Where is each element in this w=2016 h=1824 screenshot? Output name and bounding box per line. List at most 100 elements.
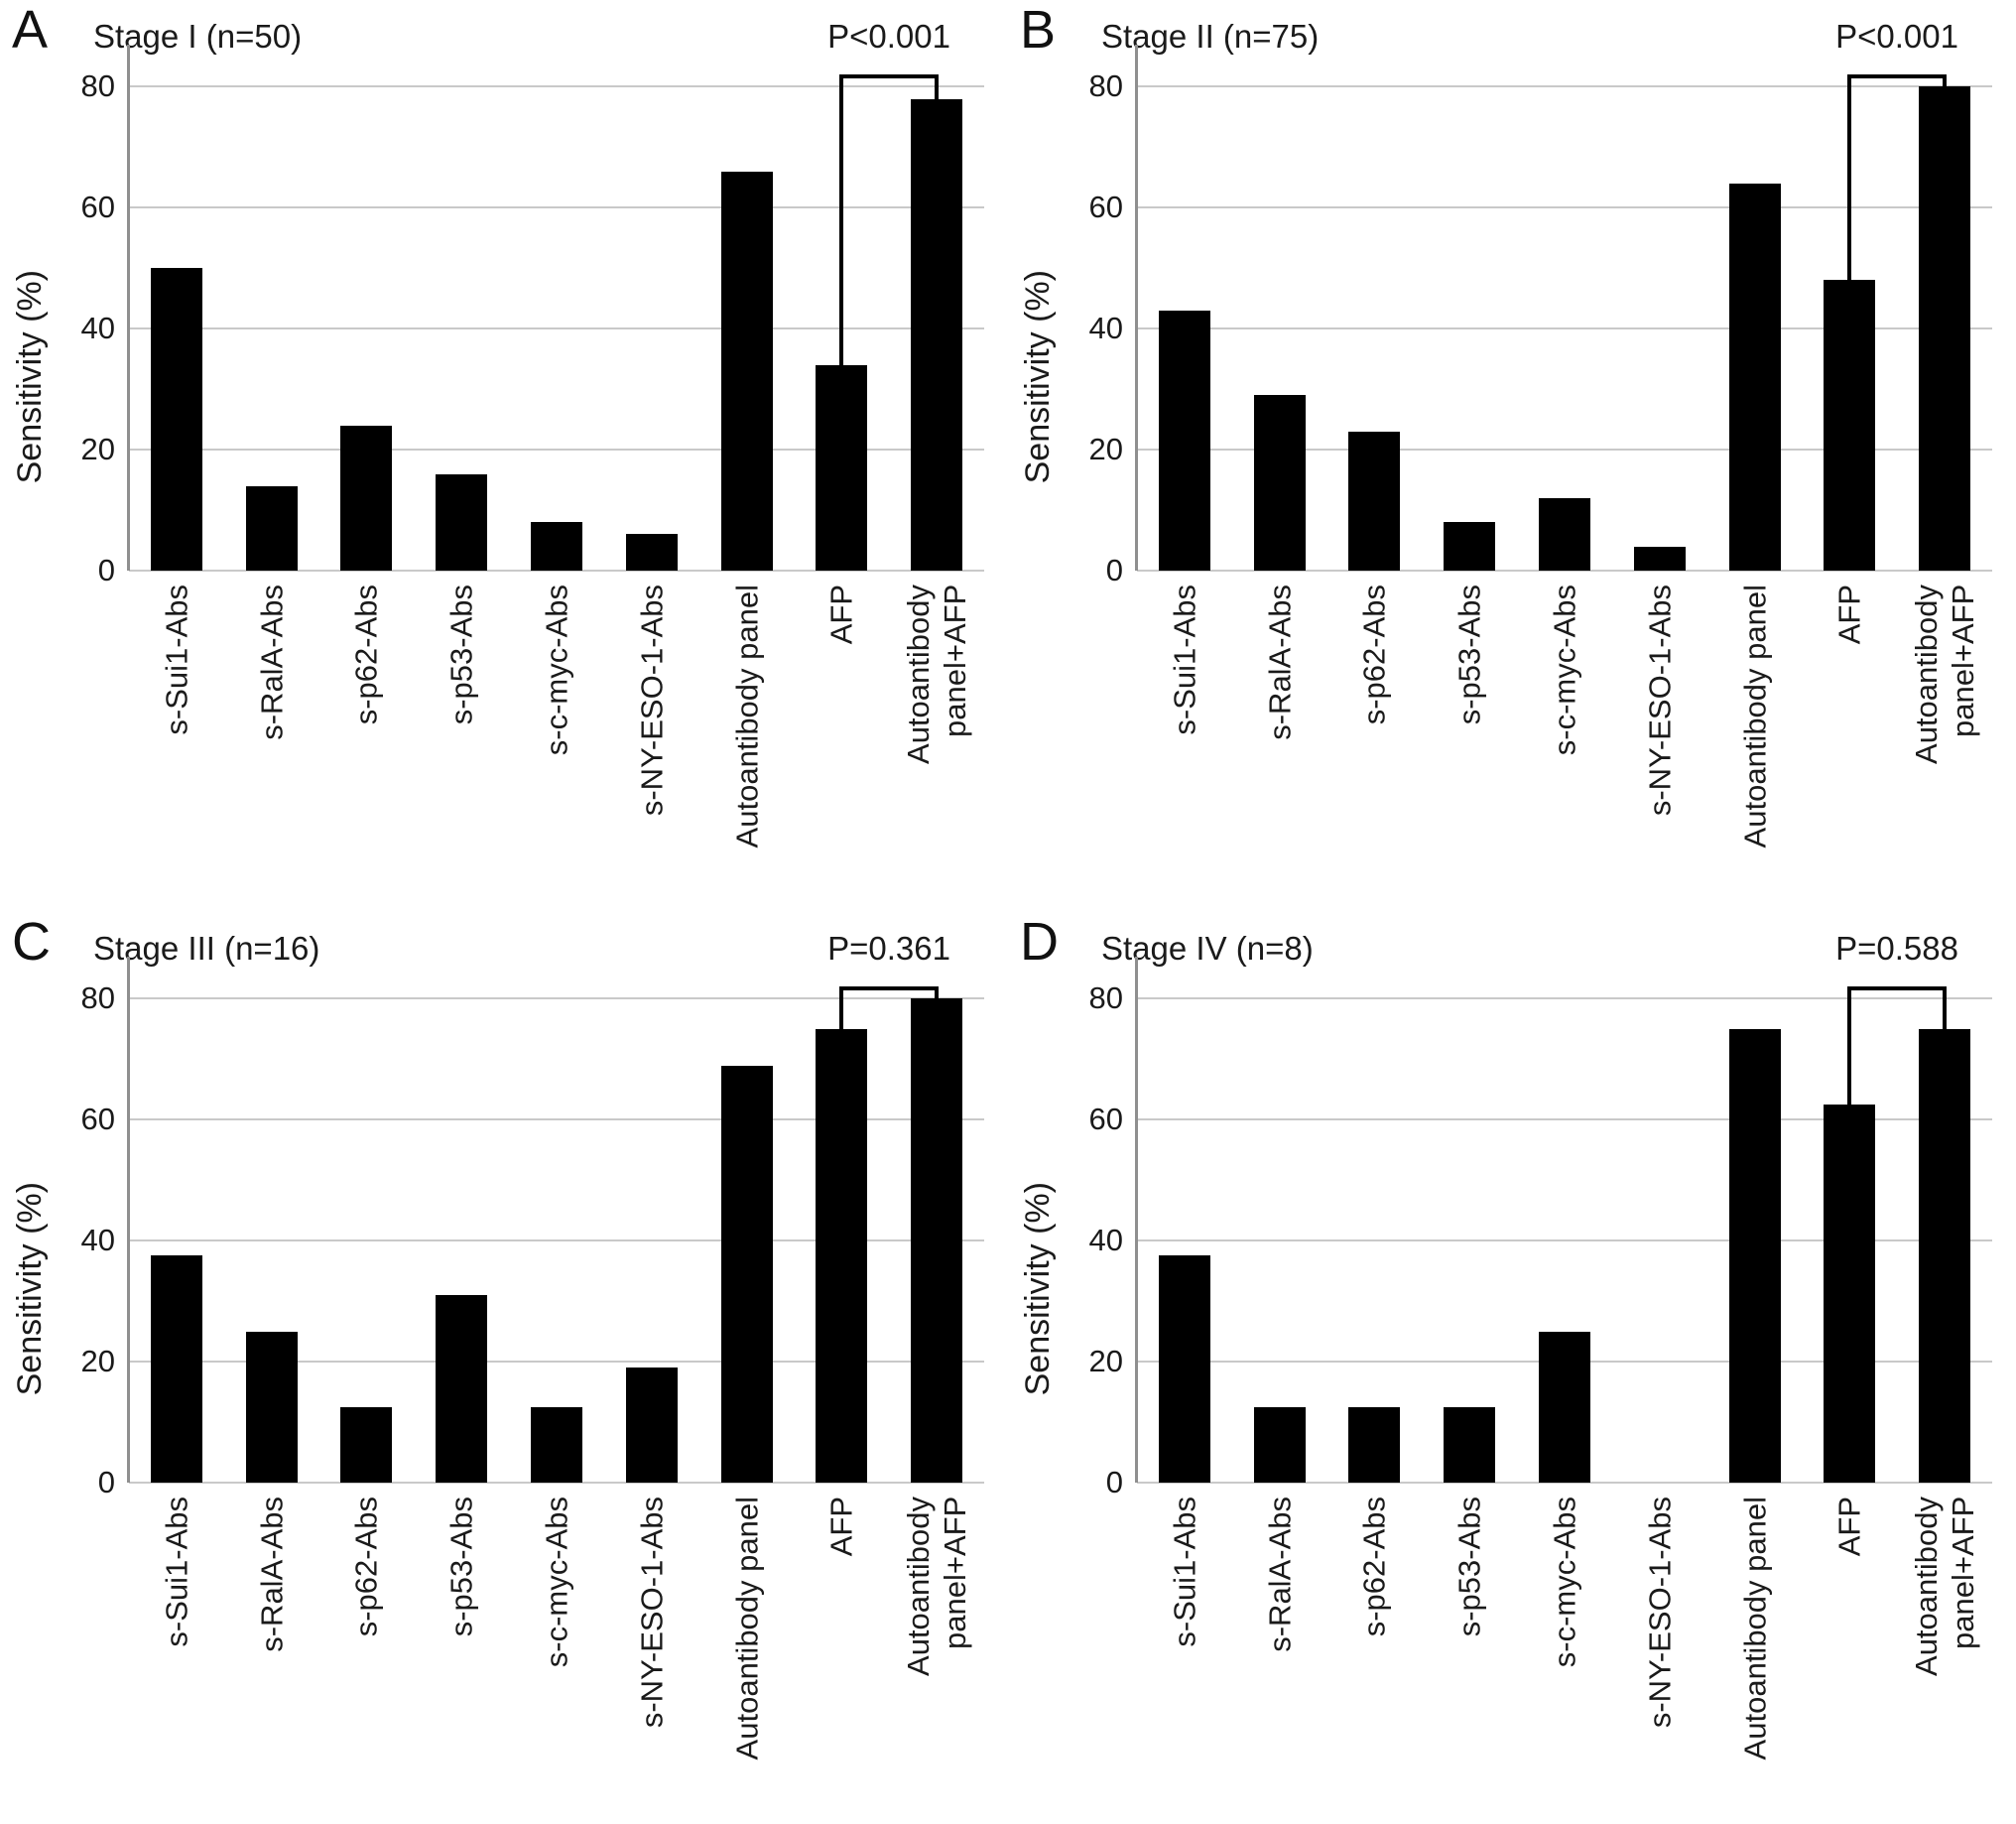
y-tick-label-0: 0 <box>97 553 115 587</box>
x-tick-label-s-ny-eso-1-abs: s-NY-ESO-1-Abs <box>634 585 670 817</box>
x-tick-label-s-ny-eso-1-abs: s-NY-ESO-1-Abs <box>1642 1497 1678 1729</box>
p-value-label-c: P=0.361 <box>827 930 950 967</box>
bar-autoantibody-panel-afp <box>1919 1028 1971 1483</box>
bracket-horizontal <box>1847 986 1948 991</box>
bar-autoantibody-panel <box>720 171 773 571</box>
y-axis-title: Sensitivity (%) <box>1018 1182 1057 1396</box>
bar-s-rala-abs <box>245 485 298 571</box>
bar-s-c-myc-abs <box>531 522 582 571</box>
panel-c: C Stage III (n=16) P=0.361 Sensitivity (%) 0… <box>0 912 1008 1824</box>
bracket-left-drop <box>1847 986 1852 1106</box>
y-tick-label-80: 80 <box>1088 980 1123 1016</box>
gridline-60 <box>129 1118 984 1121</box>
x-tick-label-s-ny-eso-1-abs: s-NY-ESO-1-Abs <box>1642 585 1678 817</box>
y-tick-label-40: 40 <box>80 311 115 346</box>
x-axis-labels-a: s-Sui1-Abs s-RalA-Abs s-p62-Abs s-p53-Abs s-… <box>129 585 984 902</box>
y-axis-title-box-b: Sensitivity (%) <box>1010 120 1066 634</box>
y-tick-label-60: 60 <box>1088 190 1123 225</box>
y-tick-label-0: 0 <box>97 1465 115 1499</box>
gridline-80 <box>1137 85 1992 88</box>
x-tick-label-s-c-myc-abs: s-c-myc-Abs <box>1547 1497 1582 1668</box>
y-tick-label-60: 60 <box>80 1102 115 1137</box>
bar-s-rala-abs <box>1253 395 1306 571</box>
bar-afp <box>1824 280 1876 571</box>
gridline-80 <box>129 997 984 1000</box>
bar-s-c-myc-abs <box>1539 1331 1590 1483</box>
x-tick-label-s-p53-abs: s-p53-Abs <box>1451 1497 1487 1637</box>
x-tick-label-s-sui1-abs: s-Sui1-Abs <box>1167 585 1202 735</box>
y-axis-line <box>127 957 130 1483</box>
bar-s-ny-eso-1-abs <box>625 1368 678 1483</box>
bar-s-sui1-abs <box>1158 310 1210 571</box>
gridline-80 <box>1137 997 1992 1000</box>
y-tick-label-40: 40 <box>80 1223 115 1258</box>
bracket-left-drop <box>839 986 844 1029</box>
p-value-label-d: P=0.588 <box>1835 930 1958 967</box>
y-axis-title-box-a: Sensitivity (%) <box>2 120 58 634</box>
x-tick-label-afp: AFP <box>823 1497 859 1557</box>
y-tick-label-60: 60 <box>1088 1102 1123 1137</box>
gridline-0 <box>129 570 984 572</box>
gridline-60 <box>1137 1118 1992 1121</box>
gridline-20 <box>129 449 984 452</box>
x-axis-labels-c: s-Sui1-Abs s-RalA-Abs s-p62-Abs s-p53-Abs s-… <box>129 1497 984 1814</box>
x-tick-label-s-rala-abs: s-RalA-Abs <box>1262 1497 1298 1652</box>
x-tick-label-s-c-myc-abs: s-c-myc-Abs <box>539 1497 574 1668</box>
bar-s-p62-abs <box>1348 431 1401 571</box>
bar-afp <box>1824 1105 1876 1483</box>
x-tick-label-s-p62-abs: s-p62-Abs <box>1356 585 1392 725</box>
gridline-0 <box>129 1482 984 1484</box>
y-tick-label-0: 0 <box>1105 1465 1123 1499</box>
x-tick-label-autoantibody-panel: Autoantibody panel <box>1737 585 1773 848</box>
plot-area-d: Sensitivity (%) 0 20 40 60 80 s-Sui1-Abs s-RalA… <box>1019 957 1992 1759</box>
bar-s-ny-eso-1-abs <box>625 534 678 571</box>
bar-autoantibody-panel-afp <box>911 98 963 571</box>
x-tick-label-afp: AFP <box>1831 1497 1867 1557</box>
y-axis-title-box-c: Sensitivity (%) <box>2 1032 58 1546</box>
bar-s-p53-abs <box>436 473 488 571</box>
x-tick-label-s-sui1-abs: s-Sui1-Abs <box>1167 1497 1202 1647</box>
bar-s-p53-abs <box>436 1295 488 1483</box>
bracket-horizontal <box>839 986 940 991</box>
plot-area-a: Sensitivity (%) 0 20 40 60 80 s-Sui1-Abs s-RalA… <box>11 45 984 847</box>
bar-s-p53-abs <box>1444 1406 1496 1483</box>
bar-s-sui1-abs <box>150 1255 202 1483</box>
p-value-label-b: P<0.001 <box>1835 18 1958 55</box>
bar-s-p53-abs <box>1444 522 1496 571</box>
y-axis-line <box>127 45 130 571</box>
x-tick-label-autoantibody-panel-afp: Autoantibody panel+AFP <box>901 585 973 764</box>
x-axis-labels-d: s-Sui1-Abs s-RalA-Abs s-p62-Abs s-p53-Abs s-… <box>1137 1497 1992 1814</box>
panel-letter-c: C <box>12 912 51 972</box>
gridline-40 <box>129 327 984 330</box>
y-axis-line <box>1135 957 1138 1483</box>
gridline-60 <box>1137 206 1992 209</box>
p-value-label-a: P<0.001 <box>827 18 950 55</box>
x-tick-label-s-rala-abs: s-RalA-Abs <box>254 1497 290 1652</box>
bar-s-rala-abs <box>1253 1406 1306 1483</box>
stage-title-b: Stage II (n=75) <box>1101 18 1320 55</box>
bar-s-c-myc-abs <box>1539 497 1590 571</box>
x-tick-label-s-p53-abs: s-p53-Abs <box>443 1497 479 1637</box>
bracket-left-drop <box>839 74 844 365</box>
bar-autoantibody-panel-afp <box>1919 86 1971 571</box>
y-axis-title-box-d: Sensitivity (%) <box>1010 1032 1066 1546</box>
bar-s-p62-abs <box>340 425 393 571</box>
x-tick-label-s-p62-abs: s-p62-Abs <box>1356 1497 1392 1637</box>
bar-s-p62-abs <box>340 1406 393 1483</box>
gridline-20 <box>1137 449 1992 452</box>
bar-s-rala-abs <box>245 1331 298 1483</box>
bracket-right-drop <box>935 986 940 999</box>
x-tick-label-afp: AFP <box>823 585 859 645</box>
bracket-right-drop <box>935 74 940 99</box>
gridline-20 <box>129 1361 984 1364</box>
bracket-left-drop <box>1847 74 1852 281</box>
x-tick-label-autoantibody-panel-afp: Autoantibody panel+AFP <box>1909 585 1981 764</box>
stage-title-a: Stage I (n=50) <box>93 18 303 55</box>
panel-letter-b: B <box>1020 0 1057 60</box>
x-tick-label-s-ny-eso-1-abs: s-NY-ESO-1-Abs <box>634 1497 670 1729</box>
x-tick-label-autoantibody-panel: Autoantibody panel <box>729 1497 765 1760</box>
bracket-horizontal <box>839 74 940 79</box>
bar-s-ny-eso-1-abs <box>1633 546 1686 571</box>
y-tick-label-40: 40 <box>1088 1223 1123 1258</box>
x-tick-label-autoantibody-panel: Autoantibody panel <box>729 585 765 848</box>
